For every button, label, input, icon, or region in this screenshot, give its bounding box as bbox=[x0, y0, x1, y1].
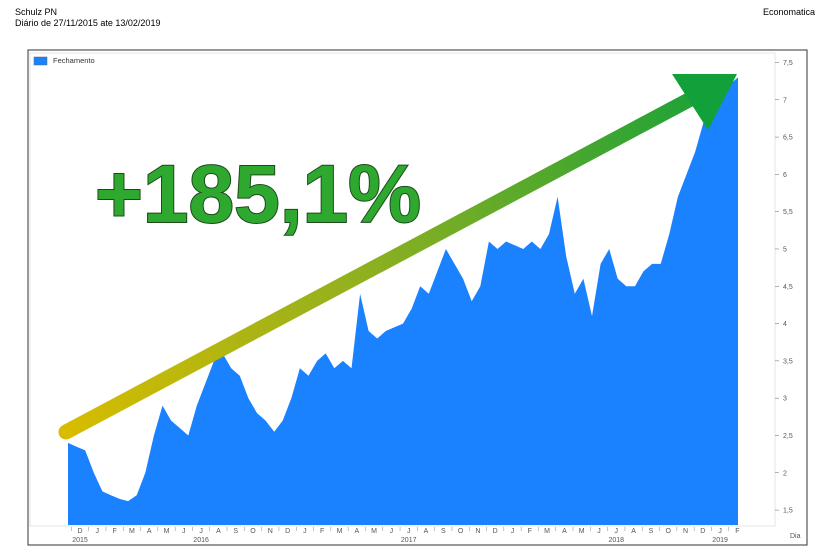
x-tick-label: M bbox=[129, 528, 135, 535]
x-tick-label: A bbox=[216, 528, 221, 535]
y-tick-label: 2 bbox=[783, 470, 787, 477]
x-tick-label: O bbox=[458, 528, 464, 535]
subtitle: Diário de 27/11/2015 ate 13/02/2019 bbox=[15, 18, 160, 28]
area bbox=[68, 77, 738, 526]
legend-icon bbox=[33, 56, 48, 66]
x-tick-label: M bbox=[337, 528, 343, 535]
x-tick-label: M bbox=[579, 528, 585, 535]
x-tick-label: A bbox=[354, 528, 359, 535]
y-tick-label: 3 bbox=[783, 396, 787, 403]
x-year-label: 2018 bbox=[609, 537, 625, 544]
x-year-label: 2017 bbox=[401, 537, 417, 544]
x-tick-label: M bbox=[371, 528, 377, 535]
x-tick-label: F bbox=[112, 528, 116, 535]
x-tick-label: D bbox=[700, 528, 705, 535]
x-tick-label: J bbox=[511, 528, 515, 535]
title: Schulz PN bbox=[15, 7, 57, 17]
x-tick-label: J bbox=[718, 528, 722, 535]
x-tick-label: F bbox=[528, 528, 532, 535]
x-tick-label: N bbox=[475, 528, 480, 535]
x-tick-label: M bbox=[544, 528, 550, 535]
x-tick-label: J bbox=[615, 528, 619, 535]
x-tick-label: D bbox=[493, 528, 498, 535]
y-tick-label: 3,5 bbox=[783, 358, 793, 365]
x-tick-label: D bbox=[77, 528, 82, 535]
x-tick-label: J bbox=[182, 528, 186, 535]
y-tick-label: 7 bbox=[783, 97, 787, 104]
trend-arrow bbox=[58, 86, 708, 440]
x-tick-label: A bbox=[147, 528, 152, 535]
y-tick-label: 7,5 bbox=[783, 60, 793, 67]
x-tick-label: J bbox=[96, 528, 100, 535]
x-tick-label: A bbox=[631, 528, 636, 535]
x-tick-label: J bbox=[199, 528, 203, 535]
x-tick-label: S bbox=[233, 528, 238, 535]
y-tick-label: 5 bbox=[783, 246, 787, 253]
x-tick-label: O bbox=[665, 528, 671, 535]
annotation: +185,1% bbox=[95, 149, 421, 240]
x-tick-label: D bbox=[285, 528, 290, 535]
x-year-label: 2015 bbox=[72, 537, 88, 544]
x-tick-label: A bbox=[562, 528, 567, 535]
x-tick-label: S bbox=[441, 528, 446, 535]
x-tick-label: F bbox=[320, 528, 324, 535]
x-tick-label: F bbox=[735, 528, 739, 535]
x-tick-label: N bbox=[268, 528, 273, 535]
y-tick-label: 4,5 bbox=[783, 284, 793, 291]
x-tick-label: J bbox=[303, 528, 307, 535]
y-tick-label: 5,5 bbox=[783, 209, 793, 216]
y-tick-label: 4 bbox=[783, 321, 787, 328]
source: Economatica bbox=[763, 7, 815, 17]
y-tick-label: 6,5 bbox=[783, 135, 793, 142]
x-tick-label: N bbox=[683, 528, 688, 535]
x-tick-label: J bbox=[390, 528, 394, 535]
x-tick-label: M bbox=[164, 528, 170, 535]
x-axis-label: Dia bbox=[790, 533, 801, 540]
x-tick-label: O bbox=[250, 528, 256, 535]
arrow-head bbox=[672, 74, 737, 130]
y-tick-label: 2,5 bbox=[783, 433, 793, 440]
y-tick-label: 1,5 bbox=[783, 508, 793, 515]
x-tick-label: J bbox=[407, 528, 411, 535]
x-tick-label: J bbox=[597, 528, 601, 535]
x-tick-label: S bbox=[649, 528, 654, 535]
x-tick-label: A bbox=[424, 528, 429, 535]
x-year-label: 2016 bbox=[193, 537, 209, 544]
y-tick-label: 6 bbox=[783, 172, 787, 179]
legend-label: Fechamento bbox=[53, 56, 95, 65]
x-year-label: 2019 bbox=[712, 537, 728, 544]
